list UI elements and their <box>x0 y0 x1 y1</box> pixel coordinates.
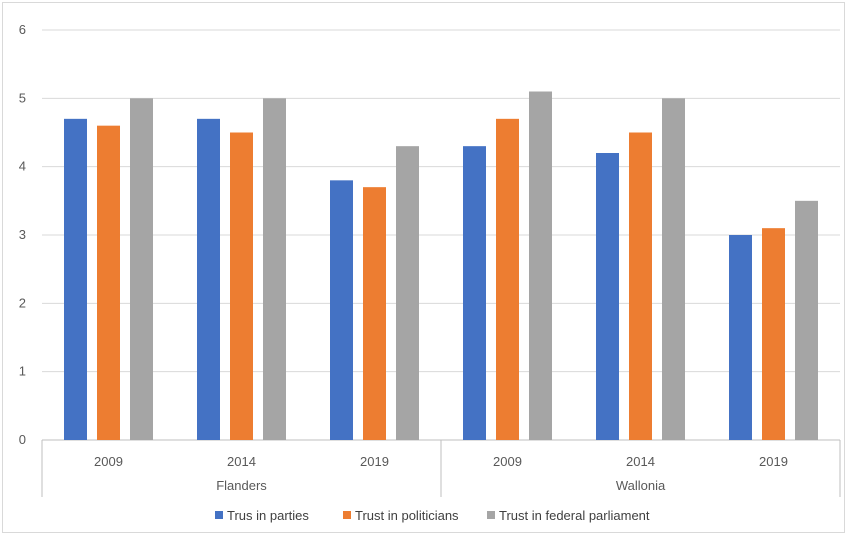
legend-label: Trus in parties <box>227 508 309 523</box>
bar <box>97 125 120 441</box>
bar <box>529 91 552 440</box>
bar <box>130 98 153 440</box>
bar <box>629 132 652 440</box>
legend-swatch <box>487 511 495 519</box>
legend-swatch <box>215 511 223 519</box>
x-tick-label: 2009 <box>493 454 522 469</box>
y-tick-label: 0 <box>19 432 26 447</box>
group-label: Wallonia <box>616 478 666 493</box>
group-label: Flanders <box>216 478 267 493</box>
bar <box>197 118 220 440</box>
y-tick-label: 4 <box>19 159 26 174</box>
bar <box>596 153 619 440</box>
x-tick-label: 2014 <box>626 454 655 469</box>
legend-label: Trust in federal parliament <box>499 508 650 523</box>
bar <box>762 228 785 440</box>
legend-swatch <box>343 511 351 519</box>
x-tick-label: 2009 <box>94 454 123 469</box>
bar <box>230 132 253 440</box>
y-tick-label: 1 <box>19 364 26 379</box>
bar <box>64 118 87 440</box>
bar <box>463 146 486 440</box>
y-tick-label: 3 <box>19 227 26 242</box>
x-tick-label: 2019 <box>759 454 788 469</box>
bar <box>795 200 818 440</box>
y-tick-label: 6 <box>19 22 26 37</box>
bar <box>263 98 286 440</box>
bar <box>330 180 353 441</box>
legend-label: Trust in politicians <box>355 508 459 523</box>
y-tick-label: 5 <box>19 90 26 105</box>
y-tick-label: 2 <box>19 295 26 310</box>
bar <box>396 146 419 440</box>
bar <box>662 98 685 440</box>
bar <box>363 187 386 440</box>
bar <box>496 118 519 440</box>
x-tick-label: 2019 <box>360 454 389 469</box>
x-tick-label: 2014 <box>227 454 256 469</box>
bar <box>729 235 752 440</box>
